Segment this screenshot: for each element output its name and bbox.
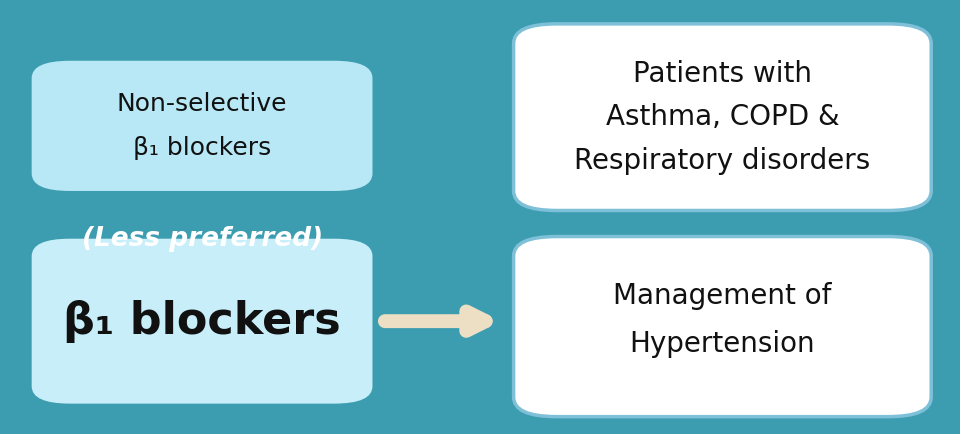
Text: Management of: Management of [613,282,831,310]
Text: β₁ blockers: β₁ blockers [63,299,341,343]
FancyBboxPatch shape [32,61,372,191]
FancyBboxPatch shape [514,24,931,210]
Text: Patients with: Patients with [633,60,812,88]
Text: Hypertension: Hypertension [630,330,815,358]
Text: (Less preferred): (Less preferred) [82,226,323,252]
Text: β₁ blockers: β₁ blockers [132,135,272,160]
Text: Non-selective: Non-selective [117,92,287,116]
Text: Respiratory disorders: Respiratory disorders [574,147,871,174]
Text: Asthma, COPD &: Asthma, COPD & [606,103,839,131]
FancyBboxPatch shape [32,239,372,404]
FancyBboxPatch shape [514,237,931,417]
